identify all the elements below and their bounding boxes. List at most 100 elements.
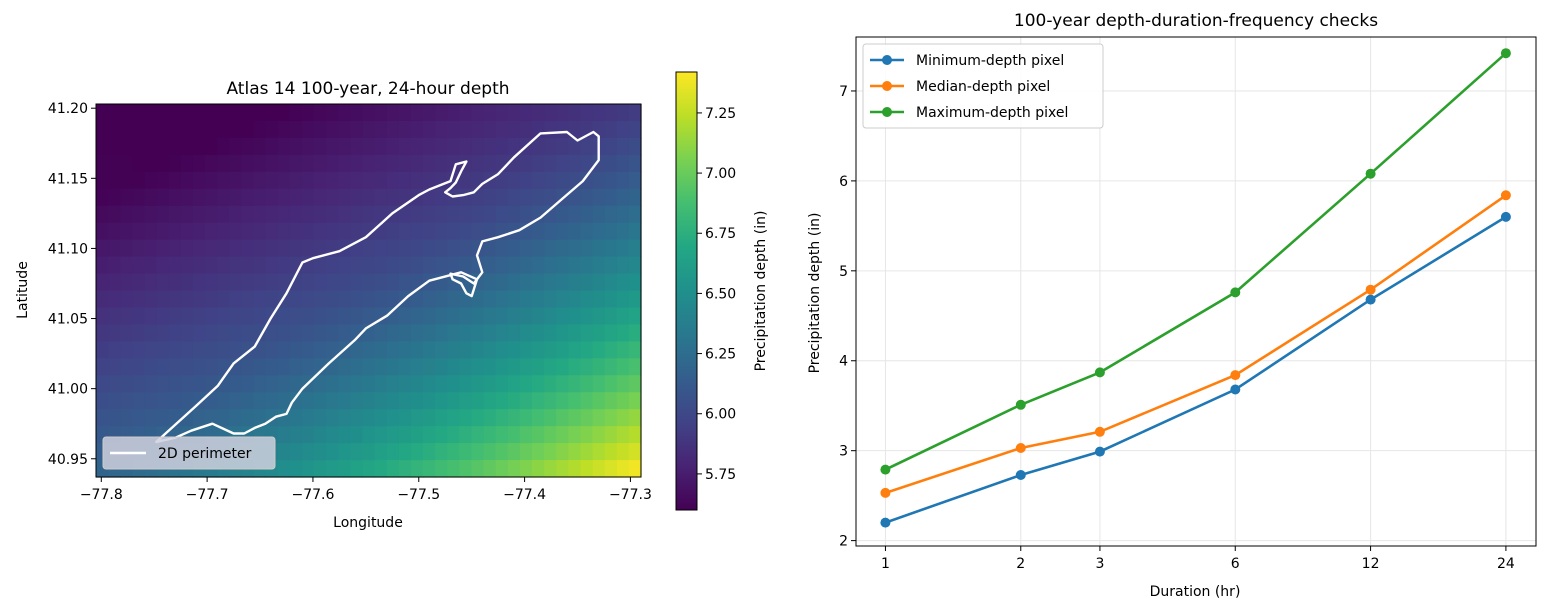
heatmap-cell xyxy=(495,256,509,275)
heatmap-panel: Atlas 14 100-year, 24-hour depth −77.8 −7… xyxy=(15,71,769,531)
heatmap-cell xyxy=(180,341,194,359)
heatmap-cell xyxy=(507,188,521,207)
heatmap-cell xyxy=(205,188,218,207)
heatmap-cell xyxy=(132,392,146,410)
heatmap-cell xyxy=(592,188,606,207)
heatmap-cell xyxy=(120,256,133,275)
heatmap-cell xyxy=(580,375,594,393)
heatmap-cell xyxy=(483,205,497,224)
heatmap-cell xyxy=(604,460,618,478)
heatmap-cell xyxy=(544,341,557,359)
heatmap-cell xyxy=(265,290,279,309)
series-point xyxy=(1015,443,1026,453)
heatmap-cell xyxy=(108,171,121,190)
heatmap-cell xyxy=(459,358,473,376)
heatmap-cell xyxy=(580,222,594,241)
heatmap-cell xyxy=(156,392,170,410)
line-chart-frame xyxy=(855,36,1537,547)
heatmap-cell xyxy=(205,154,218,173)
heatmap-cell xyxy=(507,120,521,139)
heatmap-cell xyxy=(592,341,606,359)
heatmap-cell xyxy=(447,239,460,258)
legend-label: Minimum-depth pixel xyxy=(916,53,1064,69)
heatmap-cell xyxy=(616,426,630,444)
heatmap-cell xyxy=(544,137,557,156)
heatmap-cell xyxy=(362,341,376,359)
heatmap-cell xyxy=(374,188,388,207)
series-point xyxy=(1365,284,1376,295)
heatmap-cell xyxy=(241,171,255,190)
heatmap-cell xyxy=(435,460,448,478)
heatmap-cell xyxy=(628,188,642,207)
heatmap-cell xyxy=(241,409,255,427)
heatmap-cell xyxy=(616,154,630,173)
heatmap-cell xyxy=(604,358,618,376)
heatmap-cell xyxy=(217,290,230,309)
heatmap-cell xyxy=(326,120,339,139)
heatmap-cell xyxy=(326,171,339,190)
heatmap-cell xyxy=(507,324,521,342)
heatmap-cell xyxy=(362,137,376,156)
heatmap-cell xyxy=(132,324,146,342)
heatmap-cell xyxy=(580,460,594,478)
heatmap-cell xyxy=(253,307,267,325)
heatmap-cell xyxy=(604,307,618,325)
heatmap-cell xyxy=(410,222,424,241)
heatmap-cell xyxy=(314,290,327,309)
heatmap-cell xyxy=(519,409,533,427)
heatmap-cell xyxy=(350,104,364,122)
heatmap-cell xyxy=(180,273,194,292)
heatmap-cell xyxy=(544,375,557,393)
heatmap-cell xyxy=(556,375,569,393)
heatmap-cell xyxy=(217,239,230,258)
heatmap-cell xyxy=(507,358,521,376)
heatmap-cell xyxy=(144,256,158,275)
heatmap-cell xyxy=(604,392,618,410)
heatmap-cell xyxy=(616,392,630,410)
heatmap-cell xyxy=(120,137,133,156)
heatmap-cell xyxy=(132,341,146,359)
line-chart-xtick-label: 3 xyxy=(1095,556,1104,572)
heatmap-cell xyxy=(568,188,582,207)
heatmap-cell xyxy=(580,273,594,292)
heatmap-cell xyxy=(423,324,436,342)
colorbar-tick-label: 5.75 xyxy=(705,467,736,483)
heatmap-cell xyxy=(277,392,291,410)
legend-label: Median-depth pixel xyxy=(916,79,1050,95)
heatmap-cell xyxy=(616,120,630,139)
heatmap-cell xyxy=(350,341,364,359)
heatmap-cell xyxy=(398,341,412,359)
heatmap-cell xyxy=(628,392,642,410)
heatmap-cell xyxy=(628,256,642,275)
heatmap-cell xyxy=(314,154,327,173)
heatmap-cell xyxy=(326,426,339,444)
heatmap-cell xyxy=(374,358,388,376)
heatmap-cell xyxy=(289,409,303,427)
heatmap-cell xyxy=(362,460,376,478)
heatmap-cell xyxy=(96,290,109,309)
line-chart-ytick-label: 7 xyxy=(839,84,848,100)
heatmap-cell xyxy=(301,205,315,224)
heatmap-cell xyxy=(410,104,424,122)
heatmap-cell xyxy=(289,358,303,376)
heatmap-cell xyxy=(338,273,351,292)
heatmap-cell xyxy=(483,426,497,444)
heatmap-cell xyxy=(410,460,424,478)
heatmap-cell xyxy=(229,171,242,190)
heatmap-cell xyxy=(507,375,521,393)
heatmap-cell xyxy=(132,171,146,190)
heatmap-cell xyxy=(168,341,182,359)
heatmap-cell xyxy=(289,239,303,258)
heatmap-cell xyxy=(144,239,158,258)
heatmap-cell xyxy=(628,239,642,258)
line-chart-series xyxy=(880,48,1511,528)
heatmap-cell xyxy=(386,392,400,410)
heatmap-cell xyxy=(592,290,606,309)
heatmap-cell xyxy=(532,392,545,410)
heatmap-cell xyxy=(362,375,376,393)
heatmap-cell xyxy=(192,409,206,427)
heatmap-cell xyxy=(410,324,424,342)
colorbar-tick-label: 7.25 xyxy=(705,106,736,122)
heatmap-cell xyxy=(192,273,206,292)
heatmap-cell xyxy=(241,137,255,156)
